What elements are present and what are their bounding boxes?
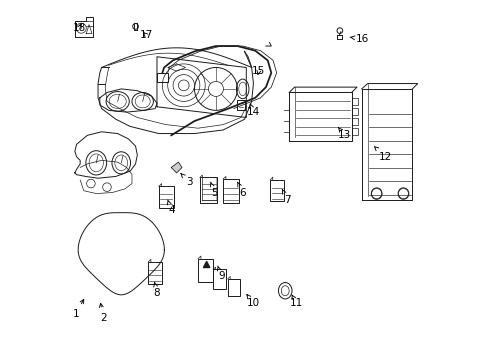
Text: 17: 17 bbox=[140, 30, 153, 40]
Bar bbox=[213, 269, 225, 289]
Bar bbox=[159, 186, 173, 208]
Text: 11: 11 bbox=[289, 295, 302, 308]
Bar bbox=[157, 73, 167, 82]
Bar bbox=[351, 118, 357, 125]
Bar bbox=[351, 98, 357, 105]
Text: 7: 7 bbox=[282, 189, 290, 204]
Text: 16: 16 bbox=[349, 34, 368, 44]
Text: 10: 10 bbox=[246, 294, 260, 308]
Bar bbox=[223, 179, 239, 203]
Text: 5: 5 bbox=[210, 182, 217, 198]
Text: 9: 9 bbox=[217, 266, 224, 282]
Text: 14: 14 bbox=[246, 104, 260, 117]
Polygon shape bbox=[171, 162, 182, 173]
Text: 3: 3 bbox=[181, 174, 192, 187]
Text: 12: 12 bbox=[374, 147, 391, 162]
Polygon shape bbox=[203, 261, 209, 267]
Text: 2: 2 bbox=[99, 303, 106, 323]
Bar bbox=[148, 262, 162, 284]
Bar bbox=[227, 279, 240, 296]
Text: 18: 18 bbox=[72, 23, 85, 33]
Bar bbox=[351, 108, 357, 115]
Text: 15: 15 bbox=[252, 66, 265, 76]
Bar bbox=[198, 258, 213, 282]
Bar bbox=[270, 180, 283, 202]
Bar bbox=[351, 128, 357, 135]
Text: 6: 6 bbox=[237, 182, 245, 198]
Text: 13: 13 bbox=[337, 127, 350, 140]
Bar bbox=[200, 177, 217, 203]
Text: 4: 4 bbox=[167, 200, 174, 215]
Text: 1: 1 bbox=[72, 300, 83, 319]
Text: 8: 8 bbox=[153, 282, 160, 297]
